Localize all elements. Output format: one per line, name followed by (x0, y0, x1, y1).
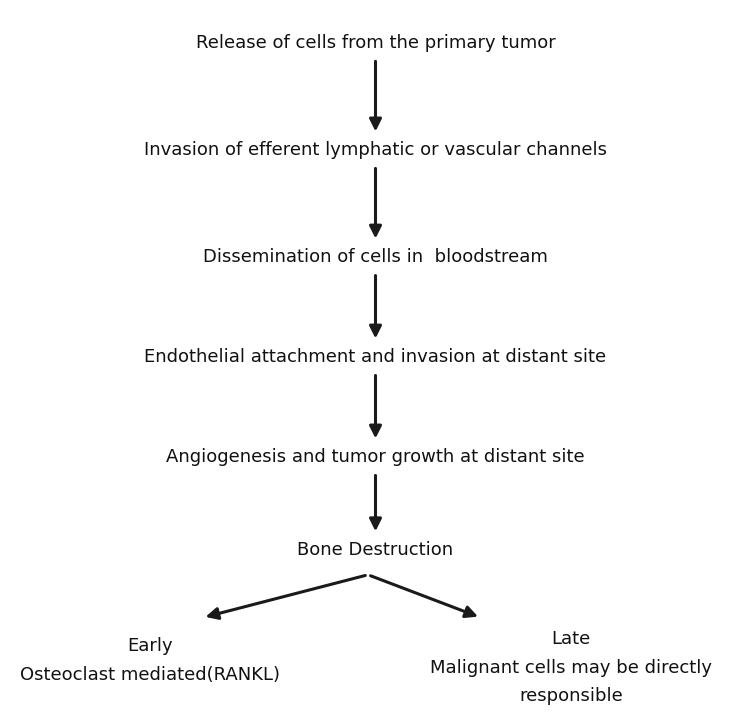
Text: Malignant cells may be directly: Malignant cells may be directly (430, 658, 712, 677)
Text: Endothelial attachment and invasion at distant site: Endothelial attachment and invasion at d… (144, 348, 607, 366)
Text: Osteoclast mediated(RANKL): Osteoclast mediated(RANKL) (20, 665, 280, 684)
Text: Late: Late (551, 630, 590, 648)
Text: Dissemination of cells in  bloodstream: Dissemination of cells in bloodstream (203, 248, 548, 266)
Text: Release of cells from the primary tumor: Release of cells from the primary tumor (195, 34, 556, 52)
Text: Bone Destruction: Bone Destruction (297, 540, 454, 559)
Text: responsible: responsible (519, 687, 623, 705)
Text: Early: Early (128, 637, 173, 655)
Text: Angiogenesis and tumor growth at distant site: Angiogenesis and tumor growth at distant… (166, 448, 585, 466)
Text: Invasion of efferent lymphatic or vascular channels: Invasion of efferent lymphatic or vascul… (144, 141, 607, 159)
